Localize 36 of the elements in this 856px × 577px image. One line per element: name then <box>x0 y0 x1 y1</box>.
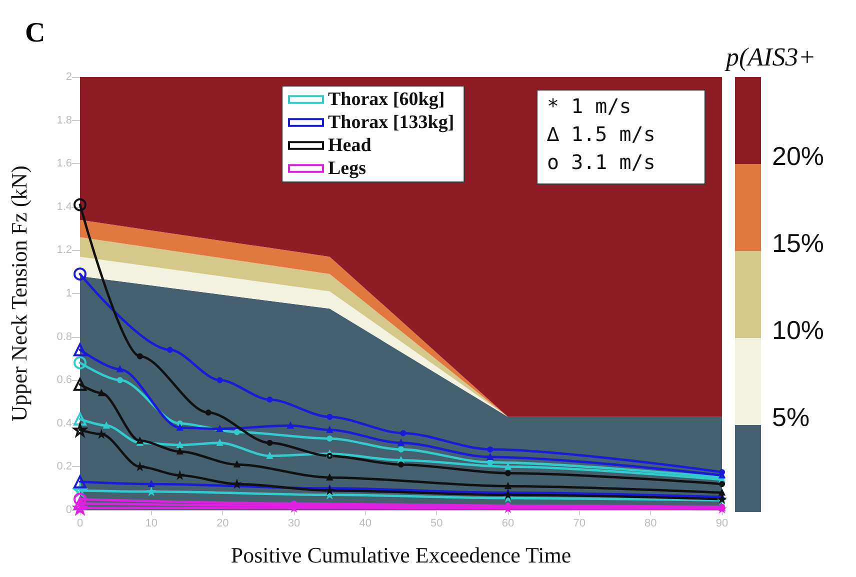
x-axis-title: Positive Cumulative Exceedence Time <box>230 542 572 568</box>
color-bar-title: p(AIS3+ <box>724 42 816 72</box>
color-bar-label: 20% <box>772 141 824 171</box>
x-tick-label: 60 <box>502 518 514 530</box>
x-tick-label: 70 <box>573 518 586 530</box>
y-tick-label: 2 <box>66 71 72 83</box>
y-tick-label: 0 <box>66 504 72 516</box>
x-tick-label: 50 <box>430 518 443 530</box>
legend-label: Thorax [60kg] <box>328 89 445 110</box>
color-bar-label: 5% <box>772 402 810 432</box>
y-axis-title: Upper Neck Tension Fz (kN) <box>6 166 32 422</box>
chart-title: C <box>25 18 46 48</box>
y-tick-label: 0.2 <box>56 460 72 473</box>
x-tick-label: 80 <box>644 518 657 530</box>
legend-label: Legs <box>328 158 366 179</box>
color-bar-label: 10% <box>772 315 824 345</box>
y-tick-label: 1.6 <box>56 158 72 170</box>
y-tick-label: 1 <box>66 288 72 300</box>
legend-label: Head <box>328 135 372 156</box>
legend-label: Thorax [133kg] <box>328 112 454 133</box>
x-tick-label: 90 <box>716 518 728 530</box>
y-tick-label: 0.4 <box>56 417 72 430</box>
y-tick-label: 1.4 <box>56 200 72 213</box>
x-tick-label: 10 <box>145 518 158 530</box>
annotation: o 3.1 m/s <box>547 150 656 174</box>
x-tick-label: 20 <box>216 518 229 530</box>
y-tick-label: 1.8 <box>56 114 72 126</box>
x-tick-label: 0 <box>76 518 84 530</box>
color-bar-label: 15% <box>772 228 824 258</box>
y-tick-label: 0.6 <box>56 374 72 386</box>
x-tick-label: 30 <box>288 518 300 530</box>
x-tick-label: 40 <box>359 518 372 530</box>
annotation: * 1 m/s <box>547 94 632 118</box>
y-tick-label: 1.2 <box>56 244 72 256</box>
y-tick-label: 0.8 <box>56 330 72 343</box>
annotation: ∆ 1.5 m/s <box>546 122 656 146</box>
